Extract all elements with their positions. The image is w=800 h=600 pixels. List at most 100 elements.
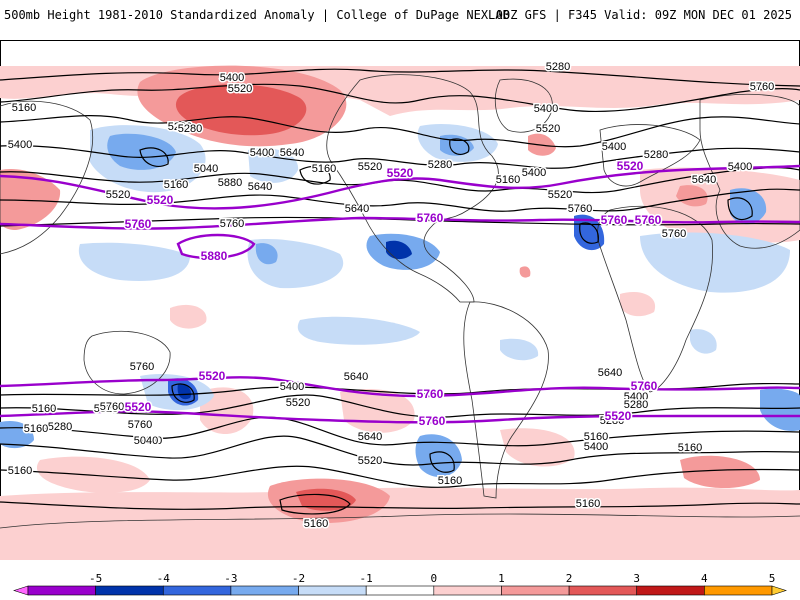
height-contour-label: 5280	[546, 61, 570, 73]
colorbar-segment	[433, 585, 502, 596]
height-contour-label: 5160	[496, 174, 520, 186]
purple-contour-label: 5520	[387, 166, 414, 180]
height-contour-label: 5160	[576, 498, 600, 510]
height-contour-label: 5640	[344, 371, 368, 383]
height-contour-label: 5040	[134, 435, 158, 447]
negative-anomaly-area	[690, 329, 717, 354]
height-contour-label: 5400	[602, 141, 626, 153]
height-contour-label: 5400	[138, 435, 162, 447]
height-contour-label: 5160	[678, 442, 702, 454]
colorbar-segment	[568, 585, 638, 596]
colorbar-min-extend	[13, 585, 29, 596]
height-contour-label: 5040	[194, 163, 218, 175]
height-contour-label: 5760	[750, 81, 774, 93]
colorbar-segment	[704, 585, 773, 596]
height-contour-label: 5280	[48, 421, 72, 433]
height-contour-label: 5640	[358, 431, 382, 443]
height-contour-label: 5760	[100, 401, 124, 413]
negative-anomaly-area	[255, 243, 278, 265]
antarctica-outline	[0, 513, 800, 529]
purple-contour-label: 5760	[631, 379, 658, 393]
positive-anomaly-area	[0, 168, 61, 230]
purple-contour-5760-south	[0, 376, 800, 398]
colorbar-tick-label: -1	[360, 572, 373, 585]
colorbar-segment	[230, 585, 299, 596]
europe-outline	[599, 124, 701, 187]
height-contour-label: 5160	[12, 102, 36, 114]
height-contour-label: 5400	[280, 381, 304, 393]
height-contour-label: 5640	[345, 203, 369, 215]
colorbar-tick-label: 4	[701, 572, 708, 585]
height-contour-label: 5400	[624, 391, 648, 403]
header: 500mb Height 1981-2010 Standardized Anom…	[0, 0, 800, 40]
colorbar-tick-label: 2	[566, 572, 573, 585]
colorbar-tick-label: 5	[769, 572, 776, 585]
positive-anomaly-area	[200, 387, 254, 434]
colorbar-max-extend	[771, 585, 787, 596]
height-contour-label: 5160	[304, 518, 328, 530]
height-contour-label: 5280	[644, 149, 668, 161]
negative-anomaly-area	[640, 232, 790, 293]
colorbar-tick-label: -4	[157, 572, 171, 585]
south-america-outline	[463, 301, 549, 499]
purple-contour-5760-north	[0, 216, 800, 230]
height-contour-label: 5520	[106, 189, 130, 201]
positive-anomaly-area	[620, 292, 656, 317]
anomaly-map: 5400 5520 5280 5160 5400 5280 5040 5400 5640 5160…	[0, 40, 800, 560]
colorbar-tick-label: -5	[89, 572, 102, 585]
height-contour-label: 5280	[168, 121, 192, 133]
north-america-outline	[326, 74, 499, 303]
greenland-outline	[494, 78, 553, 133]
negative-anomaly-area	[177, 383, 192, 400]
height-contour-label: 5760	[568, 203, 592, 215]
purple-contour-label: 5760	[635, 213, 662, 227]
negative-anomaly-area	[386, 240, 412, 260]
purple-contour-label: 5520	[199, 369, 226, 383]
height-contour-label: 5520	[536, 123, 560, 135]
coastlines	[0, 74, 800, 529]
height-contour-label: 5400	[534, 103, 558, 115]
height-contour-label: 5280	[428, 159, 452, 171]
height-contour-label: 5280	[624, 399, 648, 411]
anomaly-colorbar: -5 -4 -3 -2 -1 0 1 2 3 4 5	[0, 570, 800, 600]
height-contour-label: 5400	[728, 161, 752, 173]
purple-contour-label: 5760	[417, 387, 444, 401]
colorbar-tick-label: 3	[633, 572, 640, 585]
model-run-info: 00Z GFS | F345 Valid: 09Z MON DEC 01 202…	[495, 8, 792, 22]
height-contour-label: 5520	[286, 397, 310, 409]
asia-west-outline	[0, 100, 94, 255]
height-contour-label: 5280	[600, 415, 624, 427]
negative-anomaly-area	[415, 434, 462, 478]
height-contour-label: 5640	[248, 181, 272, 193]
colorbar-svg: -5 -4 -3 -2 -1 0 1 2 3 4 5	[13, 572, 787, 596]
purple-reference-contours	[0, 164, 800, 424]
purple-contour-label: 5760	[417, 211, 444, 225]
height-contour-label: 5160	[312, 163, 336, 175]
colorbar-segment	[27, 585, 96, 596]
height-contour-label: 5400	[220, 72, 244, 84]
australia-outline	[83, 330, 171, 395]
height-contour-label: 5160	[24, 423, 48, 435]
height-contour-label: 5160	[8, 465, 32, 477]
positive-anomaly-area	[0, 487, 800, 560]
colorbar-tick-label: 1	[498, 572, 505, 585]
height-contour-label: 5400	[8, 139, 32, 151]
positive-anomaly-area	[680, 455, 760, 489]
height-contour-label: 5880	[218, 177, 242, 189]
height-contour-label: 5520	[228, 83, 252, 95]
purple-contour-label: 5520	[147, 193, 174, 207]
colorbar-segment	[501, 585, 570, 596]
purple-contour-label: 5760	[125, 217, 152, 231]
negative-anomaly-area	[107, 133, 176, 170]
positive-anomaly-area	[676, 185, 708, 207]
colorbar-tick-label: -3	[224, 572, 237, 585]
chart-title: 500mb Height 1981-2010 Standardized Anom…	[4, 8, 510, 22]
height-contour-label: 5520	[358, 161, 382, 173]
height-contour-label: 5760	[220, 218, 244, 230]
positive-anomaly-area	[519, 266, 531, 278]
colorbar-tick-label: -2	[292, 572, 305, 585]
negative-anomaly-area	[78, 242, 190, 281]
purple-contour-5520-south	[0, 410, 800, 424]
positive-anomaly-area	[500, 428, 575, 467]
